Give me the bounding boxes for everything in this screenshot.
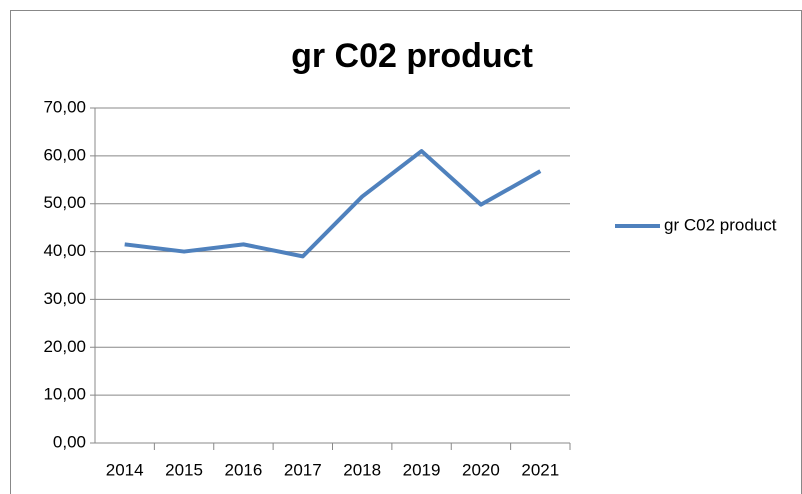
- y-tick-label: 60,00: [43, 145, 86, 164]
- y-tick-label: 20,00: [43, 337, 86, 356]
- y-tick-label: 10,00: [43, 385, 86, 404]
- x-tick-label: 2018: [343, 460, 381, 479]
- x-tick-label: 2016: [225, 460, 263, 479]
- y-tick-label: 70,00: [43, 97, 86, 116]
- x-tick-label: 2020: [462, 460, 500, 479]
- x-tick-label: 2021: [521, 460, 559, 479]
- legend-label: gr C02 product: [664, 215, 777, 234]
- y-tick-label: 50,00: [43, 193, 86, 212]
- x-tick-label: 2015: [165, 460, 203, 479]
- x-tick-label: 2014: [106, 460, 144, 479]
- x-tick-label: 2019: [403, 460, 441, 479]
- data-line: [124, 149, 542, 259]
- chart-border: [10, 10, 802, 494]
- y-tick-label: 0,00: [53, 432, 86, 451]
- chart-title: gr C02 product: [291, 37, 533, 75]
- y-tick-label: 40,00: [43, 241, 86, 260]
- y-tick-label: 30,00: [43, 289, 86, 308]
- x-tick-label: 2017: [284, 460, 322, 479]
